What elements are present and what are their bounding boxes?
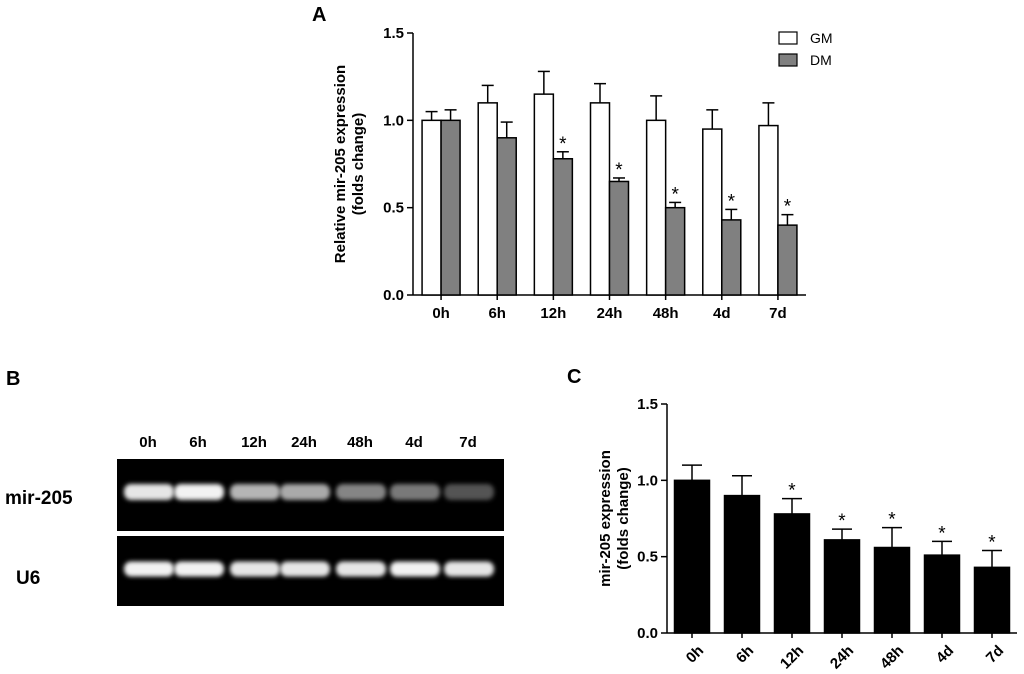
chart-a-x-tick-label: 0h (432, 305, 450, 322)
chart-c-significance-star: * (888, 510, 896, 531)
blot-band-mir-205 (444, 484, 494, 500)
chart-c-x-tick-label: 6h (733, 642, 757, 666)
legend-label-gm: GM (810, 30, 833, 46)
chart-c-x-tick-label: 24h (827, 642, 857, 672)
blot-lane-label: 48h (347, 434, 373, 451)
blot-band-u6 (444, 561, 494, 577)
chart-c-bar (873, 546, 911, 634)
blot-lane-label: 7d (459, 434, 477, 451)
chart-c-y-tick-label: 0.0 (637, 625, 658, 642)
chart-a-y-tick-label: 0.0 (383, 287, 404, 304)
blot-band-mir-205 (174, 484, 224, 500)
blot-lane-label: 0h (139, 434, 157, 451)
chart-a-x-tick-label: 7d (769, 305, 787, 322)
chart-a-significance-star: * (784, 197, 792, 218)
blot-band-u6 (280, 561, 330, 577)
blot-band-mir-205 (280, 484, 330, 500)
panel-b-letter: B (6, 368, 20, 390)
blot-band-mir-205 (124, 484, 174, 500)
chart-a-x-tick-label: 48h (653, 305, 679, 322)
chart-c-plot: 0.0 0.5 1.0 1.5 mir-205 expression (folds cha… (597, 396, 1017, 672)
legend-label-dm: DM (810, 52, 832, 68)
chart-c-x-tick-label: 48h (877, 642, 907, 672)
blot-band-u6 (230, 561, 280, 577)
chart-a-bar-gm (421, 119, 442, 296)
blot-band-mir-205 (390, 484, 440, 500)
blot-lane-label: 4d (405, 434, 423, 451)
chart-c-x-tick-label: 0h (683, 642, 707, 666)
chart-c-y-tick-label: 1.5 (637, 396, 658, 413)
chart-c-significance-star: * (938, 523, 946, 544)
chart-a-x-tick-label: 6h (488, 305, 506, 322)
blot-band-mir-205 (230, 484, 280, 500)
legend-swatch-gm (778, 31, 798, 45)
chart-a-y-axis-title: Relative mir-205 expression (332, 65, 349, 263)
chart-c-y-tick-label: 1.0 (637, 472, 658, 489)
chart-c-bar (923, 554, 961, 634)
chart-a-x-tick-label: 12h (540, 305, 566, 322)
chart-c-bar (823, 539, 861, 634)
blot-band-u6 (124, 561, 174, 577)
blot-band-mir-205 (336, 484, 386, 500)
chart-a-bar-dm (552, 158, 574, 296)
chart-c-y-tick-label: 0.5 (637, 549, 658, 566)
chart-a-significance-star: * (728, 191, 736, 212)
chart-a-y-axis-title: (folds change) (350, 113, 367, 216)
chart-a-y-tick-label: 1.5 (383, 25, 404, 42)
chart-a-significance-star: * (559, 134, 567, 155)
blot-lane-label: 12h (241, 434, 267, 451)
chart-c-y-axis-title: mir-205 expression (597, 450, 614, 587)
chart-a-significance-star: * (615, 160, 623, 181)
panel-a-letter: A (312, 4, 326, 26)
chart-c-x-tick-label: 4d (933, 642, 957, 666)
chart-c-y-axis-title: (folds change) (615, 467, 632, 570)
chart-a-bar-dm (608, 180, 630, 296)
chart-a-y-tick-label: 0.5 (383, 200, 404, 217)
chart-a-bar-gm (477, 102, 498, 296)
chart-c-bar (973, 566, 1011, 634)
blot-lane-label: 24h (291, 434, 317, 451)
chart-a-bar-gm (589, 102, 611, 296)
chart-a-bar-gm (702, 128, 723, 296)
blot-lane-label: 6h (189, 434, 207, 451)
chart-c-x-tick-label: 12h (777, 642, 807, 672)
chart-a-bar-gm (533, 93, 555, 296)
chart-c-bar (773, 513, 811, 634)
blot-band-u6 (390, 561, 440, 577)
chart-a-bar-gm (645, 119, 667, 296)
chart-a-bar-dm (777, 224, 798, 296)
chart-a-bar-dm (496, 137, 517, 296)
blot-band-u6 (336, 561, 386, 577)
chart-a-significance-star: * (671, 184, 679, 205)
chart-a-x-tick-label: 4d (713, 305, 731, 322)
chart-c-significance-star: * (988, 533, 996, 554)
chart-a-bar-dm (721, 219, 742, 296)
chart-c-bar (673, 479, 711, 634)
legend-swatch-dm (778, 53, 798, 67)
blot-row-label: mir-205 (5, 488, 73, 509)
chart-a-x-tick-label: 24h (597, 305, 623, 322)
chart-a-bar-gm (758, 124, 779, 296)
chart-c-bar (723, 494, 761, 634)
chart-a-plot: 0.0 0.5 1.0 1.5 Relative mir-205 expression(… (332, 25, 833, 322)
chart-c-significance-star: * (788, 481, 796, 502)
panel-c-letter: C (567, 366, 581, 388)
blot-band-u6 (174, 561, 224, 577)
chart-c-significance-star: * (838, 511, 846, 532)
blot-row-label: U6 (16, 568, 40, 589)
western-blot-panel: 0h 6h 12h 24h 48h 4d 7d mir-205 U6 (5, 434, 504, 606)
chart-a-y-tick-label: 1.0 (383, 112, 404, 129)
chart-c-x-tick-label: 7d (983, 642, 1007, 666)
chart-a-bar-dm (440, 119, 461, 296)
chart-a-bar-dm (664, 206, 686, 296)
